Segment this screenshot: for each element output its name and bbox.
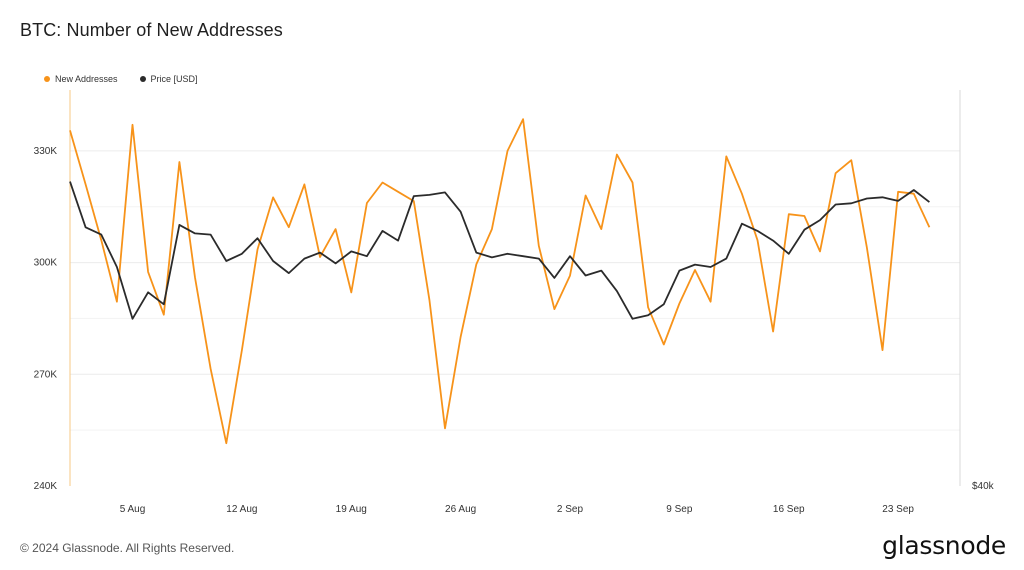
series-lines (69, 118, 931, 445)
x-tick-label: 23 Sep (882, 504, 914, 515)
y-left-tick-label: 240K (34, 481, 58, 492)
legend-label-new-addresses: New Addresses (55, 74, 118, 84)
x-tick-label: 12 Aug (226, 504, 257, 515)
x-tick-labels: 5 Aug 12 Aug 19 Aug 26 Aug 2 Sep 9 Sep 16 Sep 2… (120, 504, 915, 515)
chart-title: BTC: Number of New Addresses (20, 20, 283, 40)
x-tick-label: 5 Aug (120, 504, 146, 515)
y-right-tick-label: $40k (972, 481, 995, 492)
x-tick-label: 2 Sep (557, 504, 584, 515)
y-right-tick-labels: $40k (972, 481, 995, 492)
y-left-tick-labels: 240K 270K 300K 330K (34, 146, 58, 492)
x-tick-label: 9 Sep (666, 504, 693, 515)
y-left-tick-label: 270K (34, 369, 58, 380)
y-left-tick-label: 330K (34, 146, 58, 157)
copyright-text: © 2024 Glassnode. All Rights Reserved. (20, 541, 235, 555)
series-line-price[interactable] (69, 181, 930, 320)
x-tick-label: 16 Sep (773, 504, 805, 515)
legend-label-price: Price [USD] (150, 74, 198, 84)
x-tick-label: 19 Aug (336, 504, 367, 515)
legend-dot-price (139, 76, 146, 82)
legend: New Addresses Price [USD] (44, 74, 198, 84)
series-line-new-addresses[interactable] (69, 118, 931, 445)
x-tick-label: 26 Aug (445, 504, 476, 515)
glassnode-logo: glassnode (882, 531, 1006, 560)
legend-dot-new-addresses (44, 76, 50, 82)
legend-item-new-addresses[interactable]: New Addresses (44, 74, 118, 84)
y-left-tick-label: 300K (34, 258, 58, 269)
legend-item-price[interactable]: Price [USD] (139, 74, 198, 84)
gridlines (70, 150, 960, 431)
